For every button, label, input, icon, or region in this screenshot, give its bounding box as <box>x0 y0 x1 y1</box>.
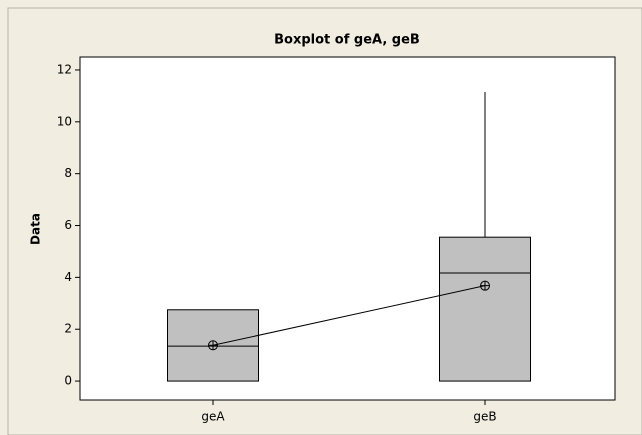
mean-symbol-cross <box>208 340 218 350</box>
x-tick-label: geA <box>201 410 225 424</box>
y-tick-label: 0 <box>64 374 72 388</box>
box <box>439 236 531 382</box>
x-tick-label: geB <box>473 410 496 424</box>
mean-connect-line <box>212 285 486 346</box>
y-tick-label: 4 <box>64 270 72 284</box>
chart-title: Boxplot of geA, geB <box>274 33 420 48</box>
y-tick-label: 12 <box>57 62 72 76</box>
y-axis-label: Data <box>29 213 43 245</box>
mean-symbol-cross <box>480 281 490 291</box>
y-tick-label: 8 <box>64 166 72 180</box>
y-tick-label: 10 <box>57 114 72 128</box>
y-tick-label: 2 <box>64 322 72 336</box>
y-tick-label: 6 <box>64 218 72 232</box>
plot-area <box>79 56 616 401</box>
